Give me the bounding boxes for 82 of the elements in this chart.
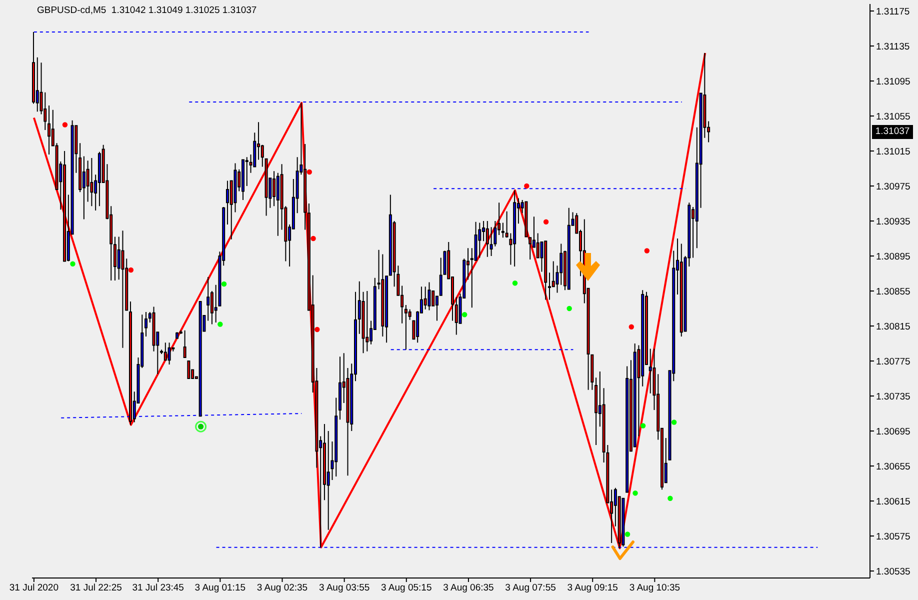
- candlestick: [226, 180, 229, 225]
- x-tick-label: 3 Aug 03:55: [318, 582, 370, 594]
- point: [62, 122, 68, 128]
- candlestick: [408, 308, 412, 320]
- point: [462, 312, 468, 318]
- candlestick: [454, 296, 458, 336]
- candlestick: [272, 170, 276, 207]
- y-tick-label: 1.30615: [876, 496, 910, 508]
- point: [524, 183, 530, 189]
- point: [218, 322, 223, 327]
- y-tick-label: 1.30575: [876, 531, 910, 542]
- candlestick: [187, 360, 190, 379]
- point: [543, 219, 549, 224]
- point: [314, 326, 320, 332]
- candlestick: [276, 172, 280, 236]
- text: 1.31037: [872, 124, 913, 139]
- candlestick: [206, 276, 210, 322]
- candlestick: [536, 232, 540, 258]
- candlestick: [260, 144, 264, 168]
- point: [70, 261, 76, 266]
- x-tick-label: 3 Aug 09:15: [567, 582, 618, 594]
- y-tick-label: 1.30735: [876, 391, 910, 402]
- y-tick-label: 1.30975: [876, 181, 910, 192]
- candlestick: [168, 342, 171, 365]
- y-tick-label: 1.30815: [876, 321, 910, 332]
- y-tick-label: 1.30695: [876, 426, 910, 438]
- point: [671, 420, 677, 425]
- candlestick: [36, 56, 39, 112]
- x-tick-label: 31 Jul 22:25: [70, 582, 122, 594]
- y-tick-label: 1.30895: [876, 251, 910, 262]
- candlestick: [90, 158, 94, 207]
- x-tick-label: 31 Jul 2020: [9, 582, 58, 594]
- y-tick-label: 1.31055: [876, 111, 910, 122]
- y-tick-label: 1.31095: [876, 76, 910, 88]
- point: [221, 281, 227, 287]
- x-tick-label: 3 Aug 02:35: [256, 582, 308, 594]
- candlestick: [501, 222, 504, 238]
- x-tick-label: 3 Aug 07:55: [505, 582, 556, 594]
- candlestick: [183, 330, 186, 358]
- x-tick-label: 3 Aug 01:15: [194, 582, 246, 594]
- point: [632, 490, 638, 496]
- candlestick: [121, 230, 124, 348]
- candlestick: [210, 290, 214, 325]
- candlestick: [326, 430, 330, 530]
- y-tick-label: 1.31175: [876, 6, 910, 18]
- point: [640, 423, 646, 428]
- point: [566, 306, 572, 312]
- x-tick-label: 3 Aug 05:15: [381, 582, 432, 594]
- y-tick-label: 1.30855: [876, 286, 910, 298]
- candlestick: [428, 282, 431, 311]
- point: [512, 280, 518, 286]
- point: [310, 236, 316, 242]
- point: [644, 248, 650, 254]
- point: [128, 267, 134, 273]
- candlestick: [164, 342, 167, 361]
- candlestick: [424, 286, 427, 310]
- point: [624, 532, 630, 537]
- candlestick: [366, 290, 369, 352]
- candlestick: [432, 290, 435, 306]
- y-tick-label: 1.30775: [876, 356, 910, 368]
- y-tick-label: 1.31135: [876, 41, 910, 52]
- y-tick-label: 1.31015: [876, 146, 910, 158]
- point: [306, 169, 312, 175]
- y-tick-label: 1.30655: [876, 461, 910, 472]
- candlestick: [86, 160, 90, 202]
- candlestick: [48, 105, 51, 155]
- candlestick: [486, 220, 489, 258]
- candlestick: [82, 156, 86, 220]
- point: [668, 496, 673, 501]
- y-tick-label: 1.30535: [876, 566, 910, 578]
- point: [628, 324, 634, 330]
- candlestick: [482, 220, 486, 242]
- candlestick: [548, 272, 551, 300]
- x-tick-label: 31 Jul 23:45: [132, 582, 184, 594]
- x-tick-label: 3 Aug 06:35: [443, 582, 494, 594]
- x-tick-label: 3 Aug 10:35: [629, 582, 680, 594]
- candlestick: [552, 260, 555, 288]
- candlestick: [478, 222, 482, 258]
- candlestick: [144, 312, 148, 337]
- candlestick: [404, 304, 408, 350]
- chart-title: GBPUSD-cd,M5 1.31042 1.31049 1.31025 1.31037: [37, 5, 257, 17]
- y-tick-label: 1.30935: [876, 216, 910, 228]
